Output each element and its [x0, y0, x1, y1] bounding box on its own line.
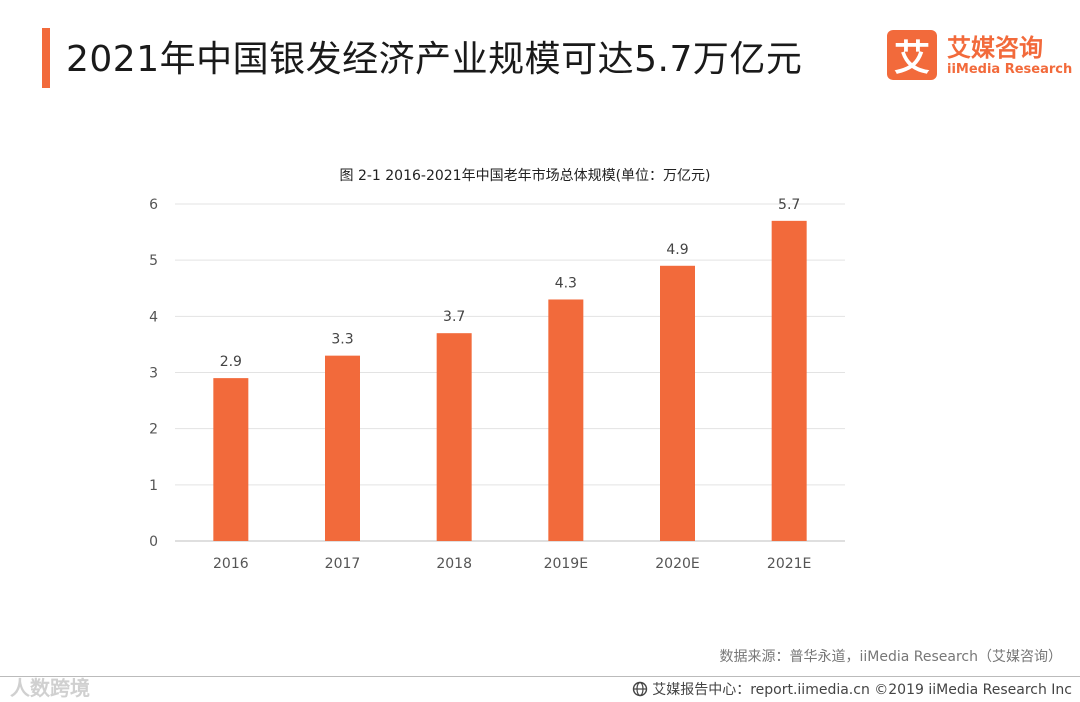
- bar: [771, 220, 807, 541]
- y-tick-label: 5: [149, 253, 158, 269]
- x-tick-label: 2020E: [655, 556, 699, 572]
- logo-badge: 艾: [887, 30, 937, 80]
- footer-divider: [0, 676, 1080, 677]
- data-source: 数据来源：普华永道，iiMedia Research（艾媒咨询）: [719, 649, 1063, 665]
- x-tick-label: 2018: [436, 556, 472, 572]
- footer-text: 艾媒报告中心：report.iimedia.cn ©2019 iiMedia R…: [652, 682, 1072, 698]
- x-tick-label: 2017: [325, 556, 361, 572]
- y-tick-label: 6: [149, 197, 158, 213]
- watermark: 人数跨境: [10, 676, 90, 700]
- data-label: 4.3: [555, 275, 577, 291]
- y-tick-label: 0: [149, 534, 158, 550]
- data-label: 3.7: [443, 309, 465, 325]
- bar: [213, 378, 249, 541]
- y-tick-label: 2: [149, 422, 158, 438]
- page-title: 2021年中国银发经济产业规模可达5.7万亿元: [66, 39, 803, 80]
- data-label: 5.7: [778, 197, 800, 213]
- chart-title: 图 2-1 2016-2021年中国老年市场总体规模(单位：万亿元): [340, 167, 711, 184]
- x-tick-label: 2019E: [544, 556, 588, 572]
- title-accent-bar: [42, 28, 50, 88]
- data-label: 4.9: [666, 242, 688, 258]
- bar-chart: 图 2-1 2016-2021年中国老年市场总体规模(单位：万亿元) 0 1 2 3 4 5…: [149, 167, 845, 572]
- y-tick-label: 1: [149, 478, 158, 494]
- data-label: 2.9: [220, 354, 242, 370]
- x-tick-label: 2021E: [767, 556, 811, 572]
- y-tick-label: 3: [149, 366, 158, 382]
- footer: 艾媒报告中心：report.iimedia.cn ©2019 iiMedia R…: [632, 679, 1072, 699]
- logo-name-cn: 艾媒咨询: [947, 34, 1043, 62]
- bar: [660, 265, 695, 541]
- y-tick-label: 4: [149, 309, 158, 325]
- bar: [548, 299, 584, 541]
- x-tick-label: 2016: [213, 556, 249, 572]
- logo-name-en: iiMedia Research: [947, 62, 1073, 77]
- bar: [436, 333, 472, 541]
- bar: [325, 355, 360, 541]
- iimedia-logo: 艾 艾媒咨询 iiMedia Research: [887, 30, 1072, 82]
- globe-icon: [633, 681, 648, 697]
- data-label: 3.3: [331, 332, 353, 348]
